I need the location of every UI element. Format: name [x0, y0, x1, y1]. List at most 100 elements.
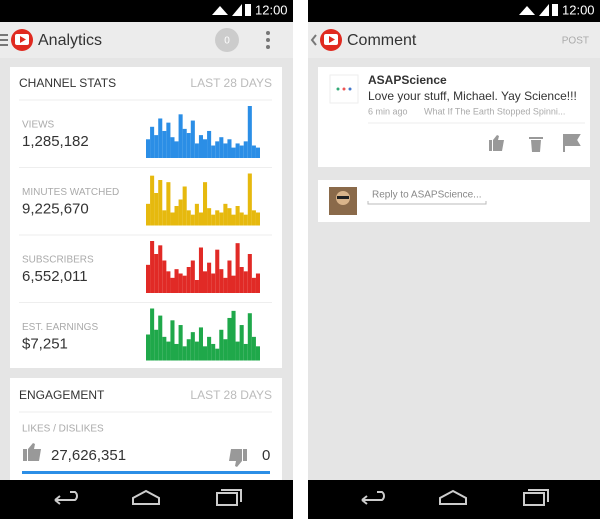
sparkline-bar — [223, 203, 228, 226]
nav-recent[interactable] — [523, 489, 549, 506]
sparkline-bar — [235, 341, 240, 361]
nav-recent[interactable] — [216, 489, 242, 506]
sparkline-bar — [243, 214, 248, 226]
sparkline-bar — [255, 212, 260, 226]
badge[interactable] — [215, 28, 239, 52]
sparkline-bar — [227, 208, 232, 226]
comment-author: ASAPScience — [368, 73, 447, 87]
stat-value: 9,225,670 — [22, 200, 89, 217]
sparkline-bar — [186, 267, 191, 293]
sparkline-bar — [239, 325, 244, 361]
sparkline-bar — [235, 243, 240, 293]
app-logo — [329, 36, 335, 43]
sparkline-bar — [166, 341, 171, 361]
stat-label: SUBSCRIBERS — [22, 255, 94, 266]
sparkline-bar — [207, 262, 212, 293]
overflow-menu — [266, 38, 270, 42]
sparkline-bar — [146, 203, 151, 226]
sparkline-bar — [198, 247, 203, 293]
comment-video: What If The Earth Stopped Spinni... — [424, 106, 565, 116]
sparkline-bar — [162, 336, 167, 361]
sparkline-bar — [215, 141, 220, 158]
status-time: 12:00 — [255, 2, 288, 17]
sparkline-bar — [219, 137, 224, 158]
sparkline-bar — [182, 275, 187, 293]
sparkline-bar — [243, 343, 248, 361]
stat-label: EST. EARNINGS — [22, 322, 98, 333]
like-button[interactable] — [489, 135, 504, 151]
sparkline-bar — [223, 143, 228, 158]
sparkline-bar — [198, 212, 203, 226]
sparkline-bar — [194, 143, 199, 158]
delete-button[interactable] — [529, 137, 543, 152]
overflow-menu[interactable] — [266, 31, 270, 35]
likes-ratio-bar — [22, 471, 270, 474]
sparkline-bar — [146, 264, 151, 293]
post-button[interactable]: POST — [562, 36, 589, 47]
nav-bar — [308, 480, 600, 519]
sparkline-bar — [190, 332, 195, 361]
reply-input[interactable] — [367, 201, 487, 205]
sparkline-bar — [203, 271, 208, 293]
sparkline-bar — [235, 143, 240, 158]
status-time: 12:00 — [562, 2, 595, 17]
nav-home[interactable] — [439, 489, 467, 505]
sparkline-bar — [215, 249, 220, 293]
sparkline-bar — [211, 214, 216, 226]
stat-value: $7,251 — [22, 335, 68, 352]
sparkline-bar — [219, 212, 224, 226]
nav-home[interactable] — [132, 489, 160, 505]
app-logo — [20, 36, 26, 43]
wifi-icon — [519, 6, 535, 15]
reply-placeholder: Reply to ASAPScience... — [372, 190, 482, 201]
card-title: CHANNEL STATS — [19, 76, 116, 90]
sparkline-bar — [207, 336, 212, 361]
sparkline-bar — [170, 137, 175, 158]
nav-back[interactable] — [54, 491, 78, 505]
sparkline-bar — [255, 147, 260, 158]
sparkline-bar — [247, 106, 252, 158]
comment-time: 6 min ago — [368, 106, 408, 116]
sparkline-bar — [243, 271, 248, 293]
sparkline-bar — [207, 130, 212, 158]
up-icon[interactable] — [310, 34, 317, 46]
sparkline-bar — [251, 336, 256, 361]
sparkline-bar — [239, 145, 244, 158]
sparkline-bar — [162, 210, 167, 226]
author-avatar — [348, 87, 352, 91]
sparkline-bar — [146, 334, 151, 361]
sparkline-bar — [198, 327, 203, 361]
sparkline-bar — [162, 130, 167, 158]
comment-text: Love your stuff, Michael. Yay Science!!! — [368, 89, 577, 103]
app-bar — [0, 22, 293, 58]
sparkline-bar — [211, 273, 216, 293]
nav-back[interactable] — [361, 491, 385, 505]
sparkline-bar — [158, 245, 163, 293]
sparkline-bar — [150, 175, 155, 226]
badge-count: 0 — [224, 36, 230, 47]
sparkline-bar — [166, 271, 171, 293]
sparkline-bar — [215, 348, 220, 361]
sparkline-bar — [178, 273, 183, 293]
sparkline-bar — [162, 260, 167, 293]
engagement-label: LIKES / DISLIKES — [22, 424, 104, 435]
sparkline-bar — [251, 210, 256, 226]
sparkline-bar — [227, 260, 232, 293]
sparkline-bar — [178, 114, 183, 158]
sparkline-bar — [150, 126, 155, 158]
app-title: Comment — [347, 32, 417, 49]
sparkline-bar — [174, 343, 179, 361]
app-title: Analytics — [38, 32, 102, 49]
stat-label: VIEWS — [22, 120, 55, 131]
sparkline-bar — [203, 346, 208, 361]
sparkline-bar — [231, 214, 236, 226]
comment-card — [318, 67, 590, 167]
menu-icon[interactable] — [0, 34, 8, 36]
sparkline-bar — [211, 343, 216, 361]
stat-label: MINUTES WATCHED — [22, 187, 119, 198]
card-period: LAST 28 DAYS — [190, 388, 272, 402]
sparkline-bar — [154, 254, 159, 293]
flag-button[interactable] — [563, 134, 581, 152]
overflow-menu — [266, 45, 270, 49]
